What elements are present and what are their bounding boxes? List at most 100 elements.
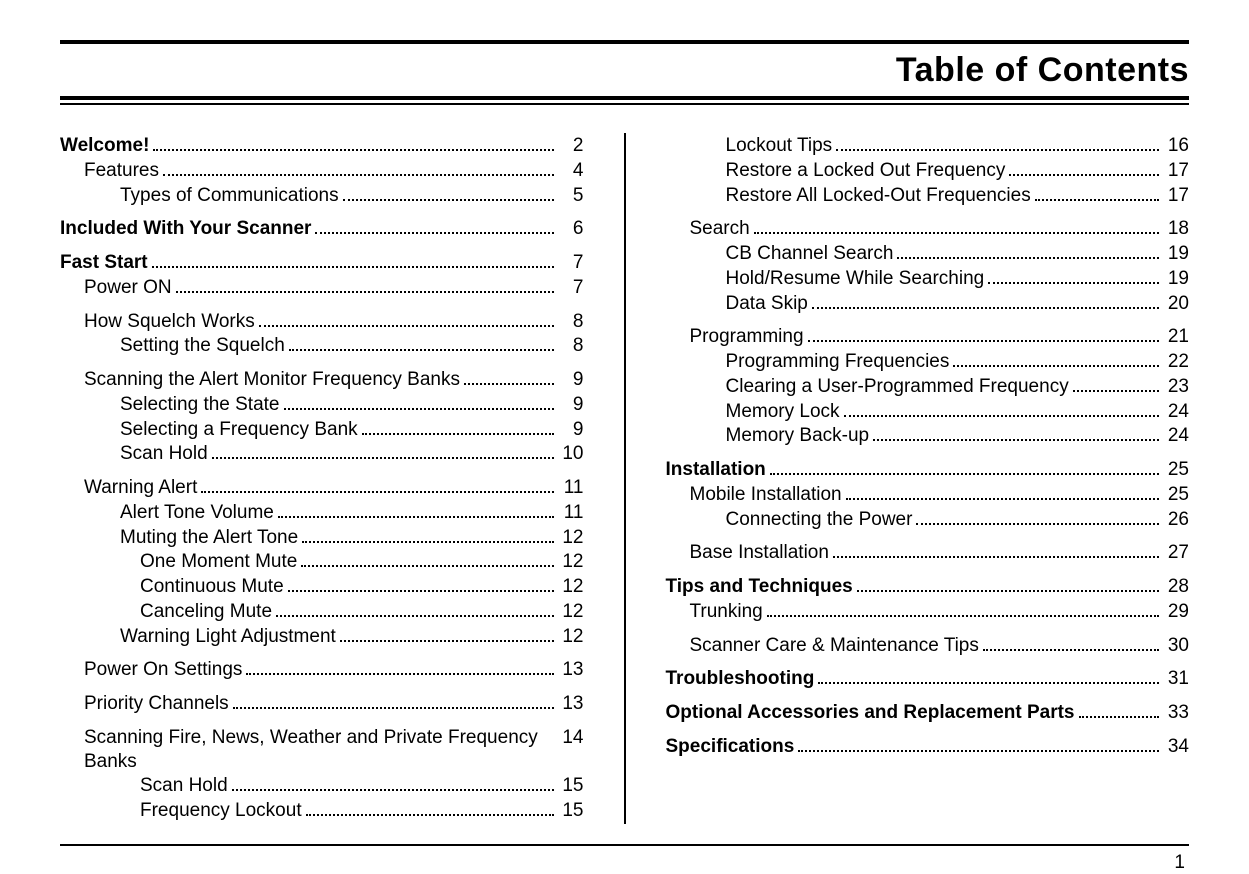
toc-entry-label: Data Skip — [726, 292, 808, 316]
toc-entry-label: Included With Your Scanner — [60, 217, 311, 241]
toc-leader-dots — [897, 246, 1159, 259]
toc-entry-page: 25 — [1163, 458, 1189, 482]
toc-entry-page: 28 — [1163, 575, 1189, 599]
toc-gap — [666, 566, 1190, 574]
column-divider — [624, 133, 626, 824]
toc-entry-label: Connecting the Power — [726, 508, 913, 532]
toc-entry-page: 16 — [1163, 134, 1189, 158]
toc-entry: Restore All Locked-Out Frequencies17 — [666, 184, 1190, 208]
toc-entry: Scan Hold10 — [60, 442, 584, 466]
toc-entry-label: Features — [84, 159, 159, 183]
toc-gap — [60, 301, 584, 309]
toc-gap — [60, 242, 584, 250]
toc-leader-dots — [873, 428, 1159, 441]
toc-entry-page: 20 — [1163, 292, 1189, 316]
toc-entry-label: Trunking — [690, 600, 763, 624]
toc-entry: Types of Communications 5 — [60, 184, 584, 208]
toc-entry-page: 13 — [558, 658, 584, 682]
toc-entry-page: 7 — [558, 276, 584, 300]
toc-gap — [666, 532, 1190, 540]
toc-entry-label: Frequency Lockout — [140, 799, 302, 823]
toc-entry: One Moment Mute12 — [60, 550, 584, 574]
toc-columns: Welcome!2Features4Types of Communication… — [60, 133, 1189, 824]
toc-entry-label: Selecting a Frequency Bank — [120, 418, 358, 442]
toc-entry: Frequency Lockout15 — [60, 799, 584, 823]
toc-leader-dots — [163, 162, 554, 175]
toc-leader-dots — [983, 637, 1159, 650]
toc-entry: How Squelch Works 8 — [60, 310, 584, 334]
toc-gap — [666, 449, 1190, 457]
title-row: Table of Contents — [60, 47, 1189, 96]
toc-entry: Scanning Fire, News, Weather and Private… — [60, 726, 584, 774]
toc-entry: Alert Tone Volume11 — [60, 501, 584, 525]
toc-leader-dots — [754, 221, 1159, 234]
toc-entry-label: Scan Hold — [120, 442, 208, 466]
toc-leader-dots — [808, 329, 1159, 342]
toc-entry-label: Lockout Tips — [726, 134, 833, 158]
toc-entry: Selecting the State9 — [60, 393, 584, 417]
toc-gap — [60, 649, 584, 657]
toc-entry-page: 4 — [558, 159, 584, 183]
toc-entry: Lockout Tips 16 — [666, 134, 1190, 158]
toc-entry: Scan Hold15 — [60, 774, 584, 798]
toc-entry: Programming21 — [666, 325, 1190, 349]
toc-entry-page: 25 — [1163, 483, 1189, 507]
toc-entry: Trunking29 — [666, 600, 1190, 624]
toc-leader-dots — [284, 396, 554, 409]
toc-entry-page: 12 — [558, 575, 584, 599]
footer-rule — [60, 844, 1189, 846]
toc-left-column: Welcome!2Features4Types of Communication… — [60, 133, 584, 824]
toc-entry-label: Installation — [666, 458, 766, 482]
toc-entry: Scanning the Alert Monitor Frequency Ban… — [60, 368, 584, 392]
toc-leader-dots — [289, 338, 554, 351]
toc-gap — [60, 683, 584, 691]
toc-entry-label: Restore a Locked Out Frequency — [726, 159, 1006, 183]
toc-entry: Selecting a Frequency Bank9 — [60, 418, 584, 442]
toc-leader-dots — [362, 421, 554, 434]
toc-leader-dots — [315, 221, 553, 234]
toc-leader-dots — [818, 671, 1159, 684]
toc-entry: Scanner Care & Maintenance Tips30 — [666, 634, 1190, 658]
toc-entry-label: Warning Light Adjustment — [120, 625, 336, 649]
toc-entry-page: 9 — [558, 393, 584, 417]
toc-entry-label: Setting the Squelch — [120, 334, 285, 358]
toc-entry: Continuous Mute 12 — [60, 575, 584, 599]
page-title: Table of Contents — [896, 51, 1189, 90]
toc-entry-page: 27 — [1163, 541, 1189, 565]
toc-entry-label: How Squelch Works — [84, 310, 255, 334]
toc-leader-dots — [953, 354, 1159, 367]
toc-leader-dots — [340, 628, 554, 641]
toc-entry-page: 33 — [1163, 701, 1189, 725]
toc-entry-page: 6 — [558, 217, 584, 241]
toc-entry-label: Specifications — [666, 735, 795, 759]
toc-entry-label: Clearing a User-Programmed Frequency — [726, 375, 1069, 399]
toc-entry: Search 18 — [666, 217, 1190, 241]
toc-entry-page: 26 — [1163, 508, 1189, 532]
toc-entry-label: Search — [690, 217, 750, 241]
toc-leader-dots — [798, 738, 1159, 751]
toc-entry-label: Warning Alert — [84, 476, 197, 500]
toc-entry-label: Types of Communications — [120, 184, 339, 208]
toc-leader-dots — [812, 295, 1159, 308]
toc-entry-page: 12 — [558, 550, 584, 574]
toc-entry-label: Continuous Mute — [140, 575, 284, 599]
toc-leader-dots — [201, 480, 553, 493]
toc-leader-dots — [232, 778, 554, 791]
toc-leader-dots — [833, 545, 1159, 558]
toc-entry-label: Fast Start — [60, 251, 148, 275]
title-rule-thick — [60, 96, 1189, 100]
toc-leader-dots — [464, 372, 554, 385]
toc-entry-label: Welcome! — [60, 134, 149, 158]
toc-entry: CB Channel Search19 — [666, 242, 1190, 266]
toc-entry-label: Power On Settings — [84, 658, 242, 682]
toc-entry-page: 8 — [558, 310, 584, 334]
toc-entry-page: 17 — [1163, 159, 1189, 183]
toc-entry-page: 5 — [558, 184, 584, 208]
toc-entry-page: 19 — [1163, 267, 1189, 291]
toc-entry: Optional Accessories and Replacement Par… — [666, 701, 1190, 725]
toc-entry: Troubleshooting31 — [666, 667, 1190, 691]
toc-entry: Power ON7 — [60, 276, 584, 300]
toc-entry-page: 21 — [1163, 325, 1189, 349]
toc-leader-dots — [343, 187, 554, 200]
toc-entry-page: 18 — [1163, 217, 1189, 241]
